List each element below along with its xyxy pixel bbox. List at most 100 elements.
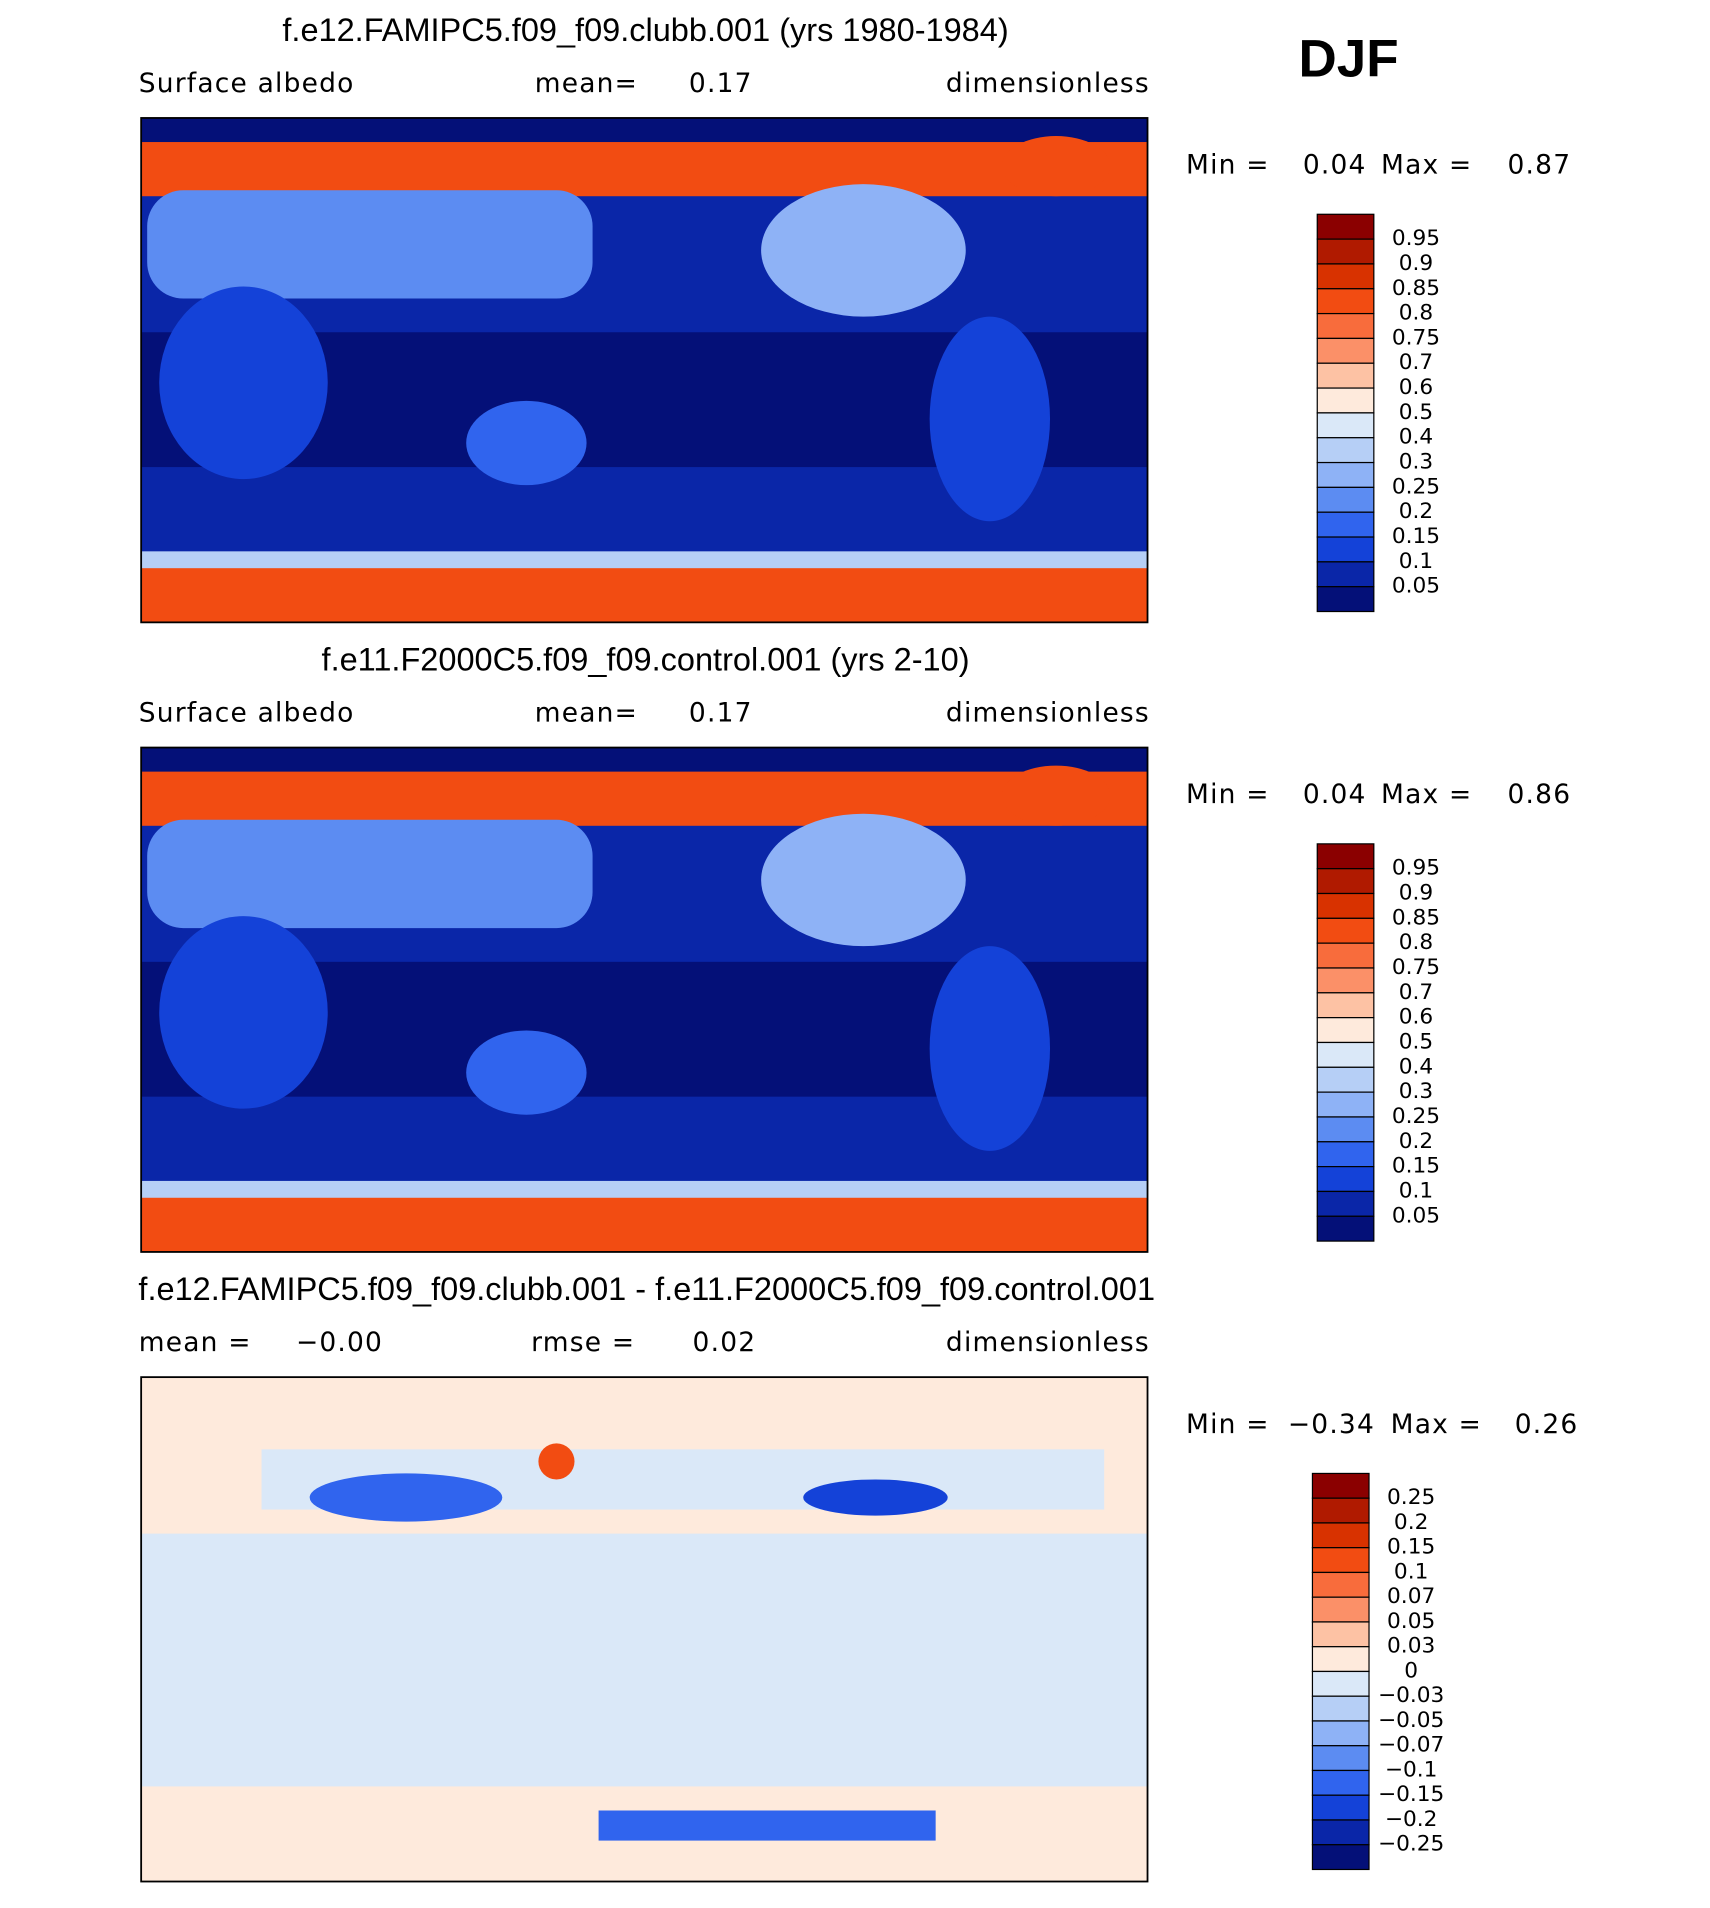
colorbar-label: 0.05 — [1387, 1609, 1435, 1634]
colorbar-label: 0.1 — [1399, 549, 1433, 574]
colorbar-box — [1311, 1571, 1370, 1598]
colorbar-label: 0.8 — [1399, 301, 1433, 326]
colorbar-label: 0.07 — [1387, 1584, 1435, 1609]
colorbar-box — [1316, 437, 1375, 464]
colorbar-box — [1316, 1166, 1375, 1193]
colorbar-label: 0.8 — [1399, 930, 1433, 955]
colorbar-label: 0.03 — [1387, 1634, 1435, 1659]
greenland — [1001, 136, 1111, 197]
colorbar-box — [1316, 536, 1375, 563]
antarctic — [141, 1195, 1148, 1252]
eurasia — [147, 819, 593, 929]
africa — [159, 916, 328, 1109]
subtitle-right: dimensionless — [946, 1327, 1150, 1358]
colorbar-box — [1316, 511, 1375, 538]
subtitle-right: dimensionless — [946, 697, 1150, 728]
subtitle-left: Surface albedo — [139, 697, 355, 728]
map-frame — [140, 746, 1149, 1253]
colorbar-box — [1316, 1116, 1375, 1143]
season: DJF — [1299, 30, 1399, 89]
colorbar-box — [1316, 412, 1375, 439]
colorbar-box — [1316, 312, 1375, 340]
subtitle-left-value: −0.00 — [296, 1327, 383, 1358]
colorbar-label: 0.15 — [1392, 1154, 1440, 1179]
eurasia — [147, 190, 593, 299]
colorbar-box — [1316, 843, 1375, 870]
panel-title: f.e11.F2000C5.f09_f09.control.001 (yrs 2… — [322, 642, 970, 678]
colorbar-box — [1311, 1621, 1370, 1648]
arctic — [141, 142, 1148, 197]
max-value: 0.26 — [1515, 1409, 1579, 1440]
subtitle-center-label: rmse = — [531, 1327, 635, 1358]
colorbar-box — [1316, 1017, 1375, 1044]
min-label: Min = — [1186, 1409, 1270, 1440]
colorbar-label: 0.95 — [1392, 226, 1440, 251]
colorbar-box — [1316, 1141, 1375, 1168]
colorbar-label: −0.03 — [1378, 1683, 1444, 1708]
colorbar-label: 0.5 — [1399, 400, 1433, 425]
colorbar-label: 0.25 — [1387, 1485, 1435, 1510]
south-anomaly — [598, 1810, 936, 1841]
colorbar-label: −0.25 — [1378, 1832, 1444, 1857]
subtitle-left: Surface albedo — [139, 68, 355, 99]
colorbar-label: 0.75 — [1392, 325, 1440, 350]
colorbar-box — [1311, 1745, 1370, 1772]
colorbar-box — [1316, 288, 1375, 315]
colorbar-box — [1316, 263, 1375, 290]
min-label: Min = — [1186, 779, 1270, 810]
colorbar-label: 0.4 — [1399, 425, 1433, 450]
colorbar-label: −0.1 — [1385, 1757, 1438, 1782]
colorbar-box — [1311, 1794, 1370, 1821]
colorbar-box — [1316, 586, 1375, 613]
colorbar-label: −0.2 — [1385, 1807, 1438, 1832]
colorbar-box — [1316, 892, 1375, 919]
south-america — [929, 316, 1051, 522]
colorbar-box — [1311, 1720, 1370, 1747]
colorbar-box — [1316, 486, 1375, 513]
subtitle-center-value: 0.17 — [689, 68, 753, 99]
colorbar-box — [1311, 1497, 1370, 1524]
max-value: 0.86 — [1508, 779, 1572, 810]
colorbar-box — [1316, 992, 1375, 1019]
max-label: Max = — [1381, 150, 1472, 181]
colorbar-box — [1316, 942, 1375, 969]
sea-ice — [141, 551, 1148, 569]
antarctic — [141, 565, 1148, 623]
colorbar-box — [1316, 461, 1375, 488]
colorbar-label: 0.2 — [1394, 1510, 1428, 1535]
colorbar-box — [1311, 1646, 1370, 1673]
colorbar-box — [1316, 238, 1375, 265]
colorbar-label: 0.15 — [1392, 524, 1440, 549]
map-frame — [140, 1376, 1149, 1883]
greenland — [1001, 765, 1111, 826]
colorbar-label: 0.75 — [1392, 955, 1440, 980]
subtitle-left: mean = — [139, 1327, 252, 1358]
colorbar-box — [1316, 213, 1375, 240]
colorbar-label: 0.7 — [1399, 350, 1433, 375]
min-label: Min = — [1186, 150, 1270, 181]
colorbar-box — [1311, 1819, 1370, 1846]
colorbar-label: 0.6 — [1399, 375, 1433, 400]
colorbar-box — [1311, 1670, 1370, 1697]
map — [140, 117, 1149, 624]
colorbar-box — [1316, 337, 1375, 364]
colorbar-label: 0.4 — [1399, 1054, 1433, 1079]
subtitle-center-value: 0.17 — [689, 697, 753, 728]
min-value: 0.04 — [1303, 779, 1367, 810]
colorbar-label: 0.2 — [1399, 499, 1433, 524]
colorbar-box — [1316, 362, 1375, 389]
colorbar-label: −0.05 — [1378, 1708, 1444, 1733]
colorbar-box — [1311, 1472, 1370, 1499]
colorbar-label: 0.85 — [1392, 276, 1440, 301]
colorbar-label: 0.15 — [1387, 1535, 1435, 1560]
max-value: 0.87 — [1508, 150, 1572, 181]
colorbar-label: 0.25 — [1392, 1104, 1440, 1129]
australia — [466, 1030, 587, 1115]
subtitle-center-label: mean= — [535, 68, 638, 99]
subtitle-center-value: 0.02 — [693, 1327, 757, 1358]
colorbar-label: 0.7 — [1399, 980, 1433, 1005]
colorbar-box — [1311, 1844, 1370, 1871]
min-value: −0.34 — [1288, 1409, 1375, 1440]
